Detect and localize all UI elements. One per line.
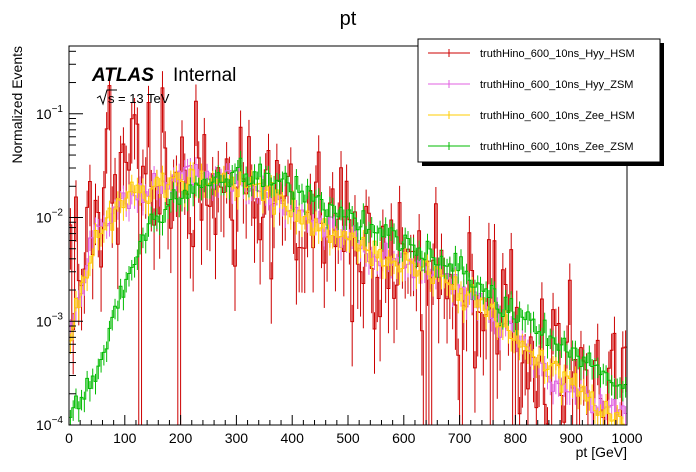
energy-root-text: s bbox=[108, 91, 115, 106]
y-tick-label: 10−3 bbox=[36, 311, 63, 329]
x-axis-ticks: 0 100 200 300 400 500 600 700 800 900 1000 bbox=[65, 415, 643, 446]
internal-label: Internal bbox=[173, 65, 236, 86]
y-tick-label: 10−1 bbox=[36, 104, 63, 122]
legend: truthHino_600_10ns_Hyy_HSM truthHino_600_… bbox=[417, 38, 664, 166]
y-axis-ticks: 10−4 10−3 10−2 10−1 bbox=[36, 50, 83, 433]
legend-entry: truthHino_600_10ns_Zee_HSM bbox=[428, 110, 635, 122]
x-tick-label: 600 bbox=[392, 430, 416, 446]
series-truthHino_600_10ns_Zee_ZSM bbox=[69, 150, 627, 425]
legend-box bbox=[417, 38, 661, 163]
energy-value-text: = 13 TeV bbox=[118, 91, 170, 106]
x-tick-label: 900 bbox=[560, 430, 584, 446]
legend-label: truthHino_600_10ns_Hyy_ZSM bbox=[480, 79, 633, 91]
energy-label: s = 13 TeV bbox=[96, 89, 170, 106]
x-axis-label: pt [GeV] bbox=[576, 444, 627, 460]
legend-entry: truthHino_600_10ns_Zee_ZSM bbox=[428, 141, 633, 153]
x-tick-label: 700 bbox=[448, 430, 472, 446]
chart-title: pt bbox=[340, 8, 357, 30]
series-histogram-line bbox=[69, 168, 627, 426]
sqrt-symbol bbox=[96, 89, 117, 106]
series-histogram-line bbox=[69, 85, 627, 426]
legend-entry: truthHino_600_10ns_Hyy_HSM bbox=[428, 48, 635, 60]
x-tick-label: 400 bbox=[281, 430, 305, 446]
x-tick-label: 0 bbox=[65, 430, 73, 446]
x-tick-label: 100 bbox=[113, 430, 137, 446]
x-tick-label: 300 bbox=[225, 430, 249, 446]
x-tick-label: 500 bbox=[336, 430, 360, 446]
y-tick-label: 10−2 bbox=[36, 208, 63, 226]
legend-label: truthHino_600_10ns_Zee_HSM bbox=[480, 110, 635, 122]
y-tick-label: 10−4 bbox=[36, 415, 63, 433]
legend-label: truthHino_600_10ns_Zee_ZSM bbox=[480, 141, 633, 153]
x-tick-label: 1000 bbox=[611, 430, 642, 446]
y-axis-label: Normalized Events bbox=[9, 46, 25, 164]
series-histogram-line bbox=[69, 157, 627, 418]
series-layer bbox=[69, 68, 627, 426]
atlas-label: ATLAS bbox=[91, 65, 154, 86]
legend-label: truthHino_600_10ns_Hyy_HSM bbox=[480, 48, 635, 60]
legend-entry: truthHino_600_10ns_Hyy_ZSM bbox=[428, 79, 633, 91]
x-tick-label: 200 bbox=[169, 430, 193, 446]
x-tick-label: 800 bbox=[504, 430, 528, 446]
legend-entries: truthHino_600_10ns_Hyy_HSM truthHino_600_… bbox=[428, 48, 635, 153]
